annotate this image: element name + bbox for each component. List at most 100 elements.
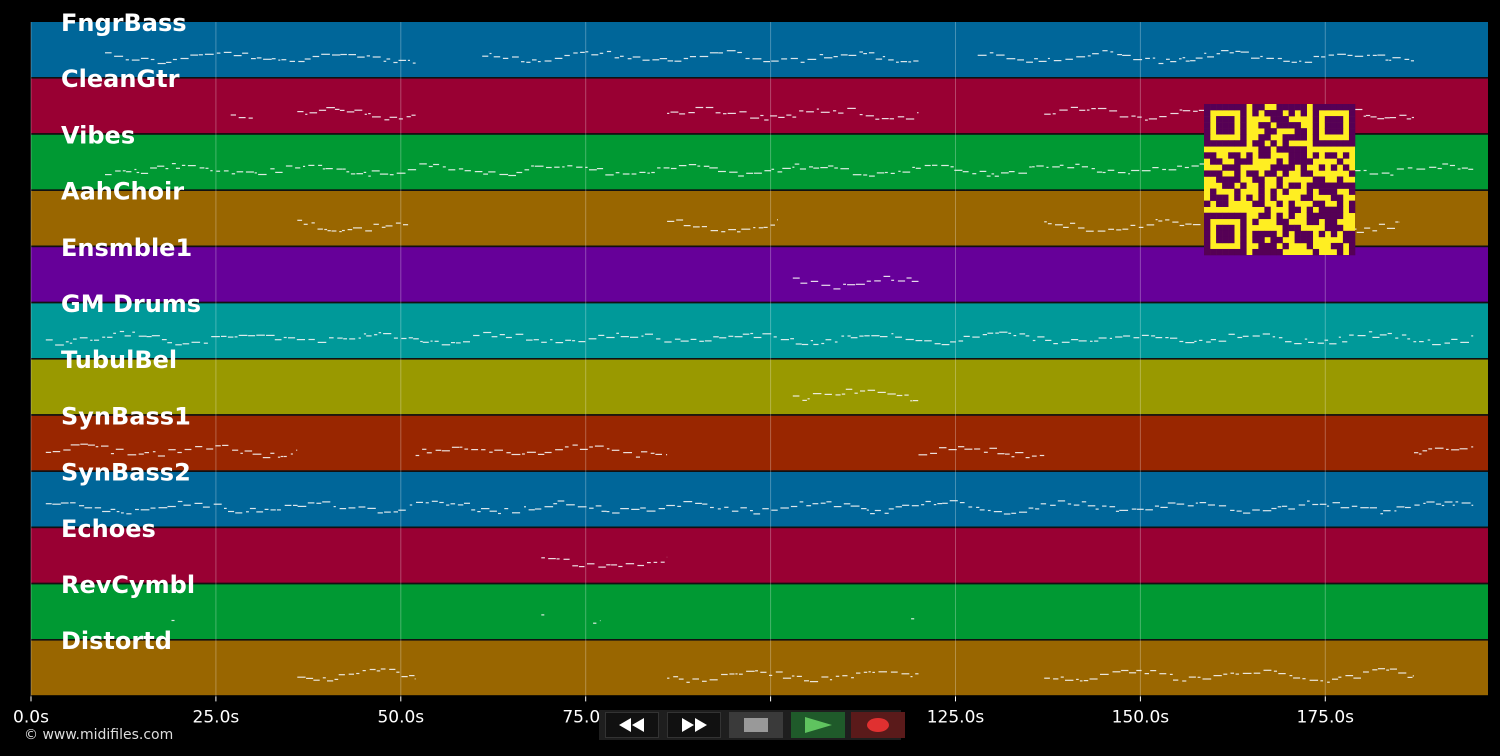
note: [222, 444, 229, 446]
note: [87, 444, 95, 446]
note: [1352, 170, 1361, 172]
note: [1182, 57, 1186, 59]
note: [890, 172, 895, 174]
note: [950, 166, 954, 168]
note: [356, 173, 363, 175]
note: [1008, 171, 1015, 173]
note: [150, 507, 156, 509]
note: [576, 166, 583, 168]
note: [1110, 51, 1114, 53]
note: [859, 51, 863, 53]
note: [336, 168, 343, 170]
rewind-button[interactable]: [605, 712, 659, 738]
note: [119, 330, 125, 333]
note: [1055, 224, 1063, 226]
note: [845, 388, 853, 390]
note: [1218, 505, 1227, 507]
note: [296, 339, 305, 341]
track-notes: [171, 614, 915, 624]
note: [230, 114, 236, 116]
note: [1100, 673, 1109, 675]
note: [293, 504, 298, 506]
note: [306, 677, 314, 679]
note: [522, 453, 525, 455]
note: [921, 504, 925, 506]
note: [996, 54, 1005, 56]
note: [1396, 506, 1405, 508]
note: [483, 173, 488, 175]
note: [389, 174, 394, 176]
note: [354, 109, 363, 111]
note: [792, 116, 797, 118]
note: [655, 453, 662, 455]
note: [166, 61, 172, 63]
note: [1173, 679, 1179, 681]
note: [1165, 337, 1169, 339]
note: [521, 61, 525, 63]
note: [1206, 341, 1211, 343]
note: [855, 283, 865, 285]
note: [810, 340, 813, 342]
note: [563, 558, 570, 560]
note: [52, 451, 61, 453]
fast-forward-button[interactable]: [667, 712, 721, 738]
play-button[interactable]: [791, 712, 845, 738]
note: [371, 170, 380, 172]
note: [1199, 163, 1205, 165]
note: [1372, 230, 1378, 232]
note: [911, 505, 919, 507]
record-button[interactable]: [851, 712, 905, 738]
note: [349, 338, 356, 340]
note: [121, 512, 124, 514]
note: [1357, 335, 1366, 337]
note: [871, 335, 880, 337]
note: [667, 112, 670, 114]
note: [1018, 172, 1027, 174]
note: [1152, 57, 1156, 59]
note: [627, 58, 632, 60]
note: [658, 508, 665, 510]
track-lane: [31, 22, 1488, 77]
note: [1471, 335, 1474, 337]
stop-button[interactable]: [729, 712, 783, 738]
note: [102, 510, 111, 513]
track-lane: [31, 415, 1488, 471]
note: [1307, 500, 1310, 502]
note: [1271, 507, 1277, 510]
note: [809, 681, 819, 683]
note: [1332, 678, 1339, 680]
note: [806, 111, 814, 113]
note: [183, 504, 191, 506]
note: [544, 60, 552, 62]
note: [867, 389, 876, 391]
note: [1210, 339, 1216, 341]
note: [1108, 228, 1114, 230]
note: [1390, 174, 1394, 176]
note: [1262, 510, 1272, 512]
note: [800, 282, 808, 284]
note: [950, 341, 956, 343]
note: [847, 107, 856, 109]
note: [1283, 60, 1290, 62]
note: [737, 231, 741, 233]
note: [150, 58, 155, 61]
note: [1401, 334, 1407, 336]
note: [771, 509, 778, 511]
note: [1065, 679, 1074, 681]
stop-icon: [744, 718, 768, 732]
note: [136, 171, 140, 174]
note: [396, 671, 400, 673]
note: [435, 449, 442, 451]
note: [974, 448, 981, 450]
note: [677, 505, 682, 507]
note: [746, 172, 754, 174]
note: [718, 170, 726, 173]
note: [834, 167, 838, 169]
note: [541, 341, 547, 343]
note: [758, 227, 764, 229]
note: [1092, 53, 1099, 55]
note: [1366, 114, 1371, 117]
note: [116, 511, 120, 513]
note: [917, 112, 919, 114]
note: [911, 280, 919, 282]
